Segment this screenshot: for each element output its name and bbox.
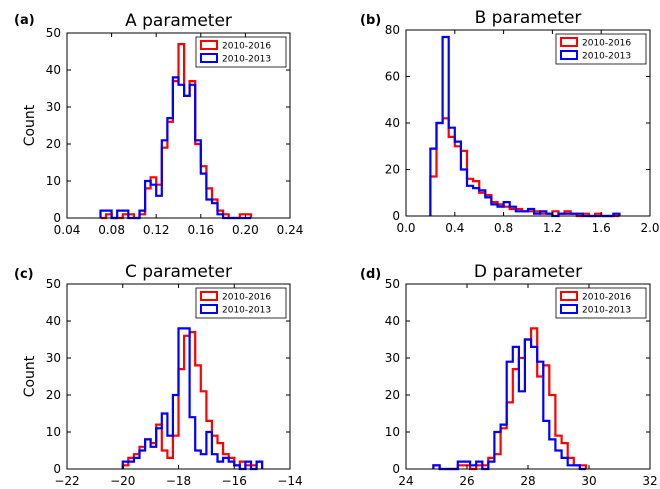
y-tick-label: 60: [385, 70, 400, 84]
legend-swatch: [560, 37, 578, 47]
histogram-series-2: [429, 35, 621, 218]
y-axis-label: Count: [22, 104, 38, 146]
legend: 2010-2016 2010-2013: [195, 287, 287, 319]
y-tick-label: 10: [46, 425, 61, 439]
histogram-series-2: [99, 76, 251, 220]
legend-label: 2010-2016: [582, 39, 631, 49]
panel-label: (a): [14, 13, 35, 28]
panel-2: 0.0 0.4 0.8 1.2 1.6 2.0 0 20 40 60 80 B parameter (b…: [360, 8, 660, 235]
x-tick-label: −14: [277, 474, 302, 488]
legend-label: 2010-2013: [222, 55, 271, 65]
x-tick-label: 1.2: [543, 221, 562, 235]
x-tick-label: 0.24: [277, 223, 304, 237]
x-tick-label: 24: [398, 474, 413, 488]
x-tick-label: −22: [54, 474, 79, 488]
x-tick-label: 0.12: [143, 223, 170, 237]
x-tick-label: 32: [642, 474, 657, 488]
legend-label: 2010-2016: [222, 42, 271, 52]
panel-3: −22 −20 −18 −16 −14 0 10 20 30 40 50 C parameter Cou…: [14, 262, 303, 488]
y-tick-label: 30: [385, 351, 400, 365]
y-tick-label: 0: [53, 462, 61, 476]
chart-title: D parameter: [474, 262, 582, 282]
panel-4: 24 26 28 30 32 0 10 20 30 40 50 D parameter (d) 2010-…: [360, 262, 658, 488]
y-tick-label: 40: [46, 63, 61, 77]
legend-label: 2010-2013: [582, 306, 631, 316]
x-tick-label: 0.4: [445, 221, 464, 235]
y-tick-label: 80: [385, 23, 400, 37]
y-tick-label: 50: [46, 277, 61, 291]
y-tick-label: 20: [46, 137, 61, 151]
y-tick-label: 10: [46, 174, 61, 188]
y-tick-label: 20: [385, 163, 400, 177]
y-tick-label: 30: [46, 100, 61, 114]
y-tick-label: 20: [46, 388, 61, 402]
legend-swatch: [560, 304, 578, 314]
legend-label: 2010-2016: [582, 293, 631, 303]
y-tick-label: 40: [385, 116, 400, 130]
legend: 2010-2016 2010-2013: [195, 36, 287, 68]
histogram-series-2: [121, 327, 264, 471]
x-tick-label: −20: [110, 474, 135, 488]
chart-title: C parameter: [125, 262, 232, 282]
x-tick-label: 28: [520, 474, 535, 488]
histogram-series-1: [121, 331, 264, 469]
x-tick-label: 26: [459, 474, 474, 488]
x-tick-label: 1.6: [592, 221, 611, 235]
y-axis-label: Count: [22, 355, 38, 397]
x-tick-label: 0.04: [54, 223, 81, 237]
legend: 2010-2016 2010-2013: [555, 287, 647, 319]
legend-swatch: [560, 50, 578, 60]
legend-label: 2010-2013: [582, 52, 631, 62]
y-tick-label: 30: [46, 351, 61, 365]
y-tick-label: 0: [392, 462, 400, 476]
x-tick-label: −16: [222, 474, 247, 488]
legend-swatch: [200, 291, 218, 301]
x-tick-label: 0.20: [232, 223, 259, 237]
axes-frame: [66, 32, 291, 219]
panel-label: (d): [360, 267, 381, 282]
legend-label: 2010-2016: [222, 293, 271, 303]
histogram-series-1: [429, 117, 620, 218]
x-tick-label: 30: [581, 474, 596, 488]
x-tick-label: −18: [166, 474, 191, 488]
y-tick-label: 20: [385, 388, 400, 402]
x-tick-label: 0.08: [98, 223, 125, 237]
x-tick-label: 0.16: [187, 223, 214, 237]
histogram-series-1: [100, 43, 253, 220]
legend: 2010-2016 2010-2013: [555, 33, 647, 65]
legend-label: 2010-2013: [222, 306, 271, 316]
legend-swatch: [560, 291, 578, 301]
x-tick-label: 2.0: [640, 221, 659, 235]
x-tick-label: 0.8: [494, 221, 513, 235]
x-tick-label: 0.0: [396, 221, 415, 235]
y-tick-label: 40: [385, 314, 400, 328]
y-tick-label: 40: [46, 314, 61, 328]
y-tick-label: 50: [46, 26, 61, 40]
panel-1: 0.04 0.08 0.12 0.16 0.20 0.24 0 10 20 30 40 50 A par…: [14, 11, 303, 237]
panel-label: (b): [360, 13, 381, 28]
y-tick-label: 0: [392, 209, 400, 223]
legend-swatch: [200, 304, 218, 314]
panel-label: (c): [14, 267, 34, 282]
y-tick-label: 10: [385, 425, 400, 439]
chart-title: A parameter: [125, 11, 232, 31]
y-tick-label: 50: [385, 277, 400, 291]
legend-swatch: [200, 40, 218, 50]
histogram-series-2: [432, 338, 586, 471]
y-tick-label: 0: [53, 211, 61, 225]
chart-title: B parameter: [475, 8, 582, 28]
histogram-series-1: [432, 327, 587, 471]
legend-swatch: [200, 53, 218, 63]
